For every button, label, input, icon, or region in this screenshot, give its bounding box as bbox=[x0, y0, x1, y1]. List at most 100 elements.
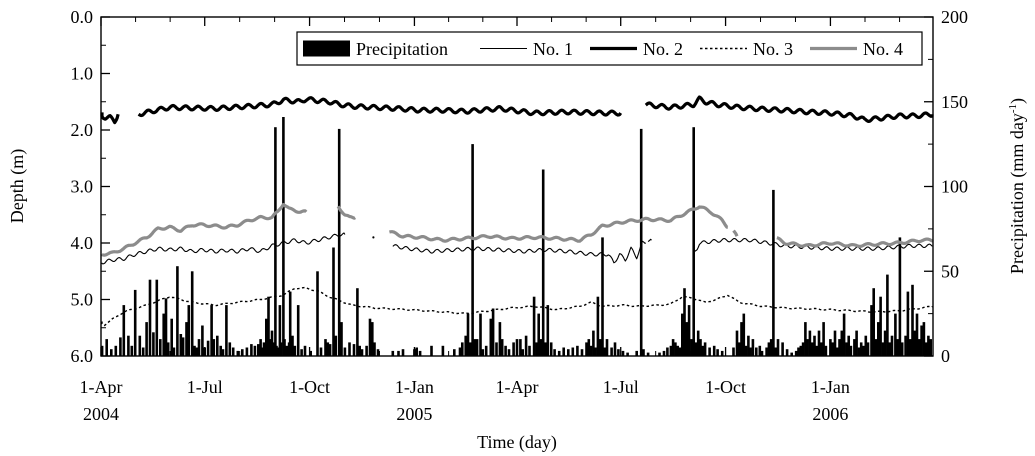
precip-bar bbox=[866, 342, 870, 356]
precip-bar bbox=[170, 318, 173, 356]
precip-bar bbox=[337, 128, 341, 356]
precip-bar bbox=[391, 350, 395, 356]
right-axis-label-main: Precipitation (mm day bbox=[1007, 113, 1028, 274]
precip-bar bbox=[119, 337, 122, 356]
precip-bar bbox=[929, 339, 932, 356]
precip-bar bbox=[166, 342, 170, 356]
precip-bar bbox=[219, 345, 222, 356]
left-tick-label: 4.0 bbox=[71, 233, 94, 253]
precip-bar bbox=[283, 339, 286, 356]
precip-bar bbox=[810, 342, 814, 356]
precip-bar bbox=[162, 313, 165, 356]
precip-bar bbox=[148, 279, 152, 356]
precip-bar bbox=[291, 335, 294, 356]
precip-bar bbox=[769, 339, 773, 356]
precip-bar bbox=[639, 128, 643, 356]
left-tick-label: 0.0 bbox=[71, 7, 94, 27]
precip-bar bbox=[849, 345, 853, 356]
precip-bar bbox=[872, 288, 875, 356]
precip-bar bbox=[535, 342, 538, 356]
precip-bar bbox=[918, 339, 921, 356]
legend-label: Precipitation bbox=[356, 39, 448, 59]
precip-bar bbox=[859, 342, 863, 356]
precip-bar bbox=[720, 350, 724, 356]
precip-bar bbox=[571, 347, 575, 356]
precip-bar bbox=[504, 345, 507, 356]
precip-bar bbox=[824, 345, 828, 356]
precip-bar bbox=[708, 347, 711, 356]
precip-bar bbox=[231, 347, 235, 356]
precip-bar bbox=[785, 349, 789, 356]
precip-bar bbox=[500, 339, 504, 356]
depth-series bbox=[100, 95, 934, 327]
precip-bar bbox=[461, 342, 464, 356]
precip-bar bbox=[740, 322, 743, 356]
precip-bar bbox=[716, 349, 719, 356]
precip-bar bbox=[193, 345, 196, 356]
precip-bar bbox=[537, 313, 540, 356]
precip-bar bbox=[765, 347, 768, 356]
left-tick-label: 1.0 bbox=[71, 64, 94, 84]
precip-bar bbox=[245, 347, 249, 356]
series-line bbox=[336, 205, 357, 220]
precip-bar bbox=[699, 339, 702, 356]
precip-bar bbox=[703, 342, 707, 356]
precip-bar bbox=[669, 345, 673, 356]
precip-bar bbox=[831, 342, 834, 356]
precip-bar bbox=[300, 349, 303, 356]
x-tick-label: 1-Apr bbox=[80, 377, 123, 397]
precip-bar bbox=[114, 345, 118, 356]
precip-bar bbox=[592, 330, 595, 356]
precip-bar bbox=[265, 318, 268, 356]
precip-bar bbox=[760, 350, 764, 356]
precip-bar bbox=[206, 340, 210, 356]
precip-bar bbox=[755, 347, 758, 356]
precip-bar bbox=[288, 291, 292, 356]
precip-bar bbox=[539, 339, 543, 356]
precip-bar bbox=[179, 334, 183, 356]
precip-bar bbox=[541, 169, 545, 356]
right-tick-label: 200 bbox=[941, 7, 968, 27]
precip-bar bbox=[626, 352, 629, 356]
precip-bar bbox=[635, 350, 638, 356]
precip-bar bbox=[557, 350, 561, 356]
series-line bbox=[732, 229, 739, 237]
precip-bar bbox=[145, 322, 148, 356]
x-tick-label: 1-Jul bbox=[603, 377, 639, 397]
precip-bar bbox=[105, 339, 108, 356]
precip-bar bbox=[642, 349, 645, 356]
precip-bar bbox=[601, 237, 604, 356]
precip-bar bbox=[596, 296, 600, 356]
precip-bar bbox=[524, 335, 528, 356]
precip-bar bbox=[262, 342, 266, 356]
precip-bar bbox=[603, 347, 607, 356]
legend-label: No. 1 bbox=[533, 39, 573, 59]
precip-bar bbox=[920, 325, 923, 356]
left-tick-label: 5.0 bbox=[71, 290, 94, 310]
precip-bar bbox=[458, 347, 462, 356]
precip-bar bbox=[221, 349, 225, 356]
precip-bar bbox=[898, 237, 902, 356]
precip-bar bbox=[358, 345, 361, 356]
precip-bar bbox=[479, 313, 482, 356]
precip-bar bbox=[855, 330, 858, 356]
precip-bar bbox=[772, 189, 775, 356]
precip-bar bbox=[352, 344, 356, 356]
precip-bar bbox=[562, 347, 565, 356]
precip-bar bbox=[774, 347, 777, 356]
precip-bar bbox=[735, 330, 739, 356]
precip-bar bbox=[190, 271, 194, 357]
precip-bar bbox=[662, 350, 666, 356]
precip-bar bbox=[521, 349, 524, 356]
precip-bar bbox=[309, 350, 312, 356]
precip-bar bbox=[484, 345, 488, 356]
right-axis-label: Precipitation (mm day-1) bbox=[1007, 98, 1028, 274]
precip-bar bbox=[201, 325, 204, 356]
precip-bar bbox=[862, 345, 865, 356]
precip-bar bbox=[883, 330, 887, 356]
precip-bar bbox=[576, 345, 579, 356]
series-line bbox=[693, 237, 933, 253]
precip-bar bbox=[794, 350, 798, 356]
precip-bar bbox=[274, 127, 277, 356]
